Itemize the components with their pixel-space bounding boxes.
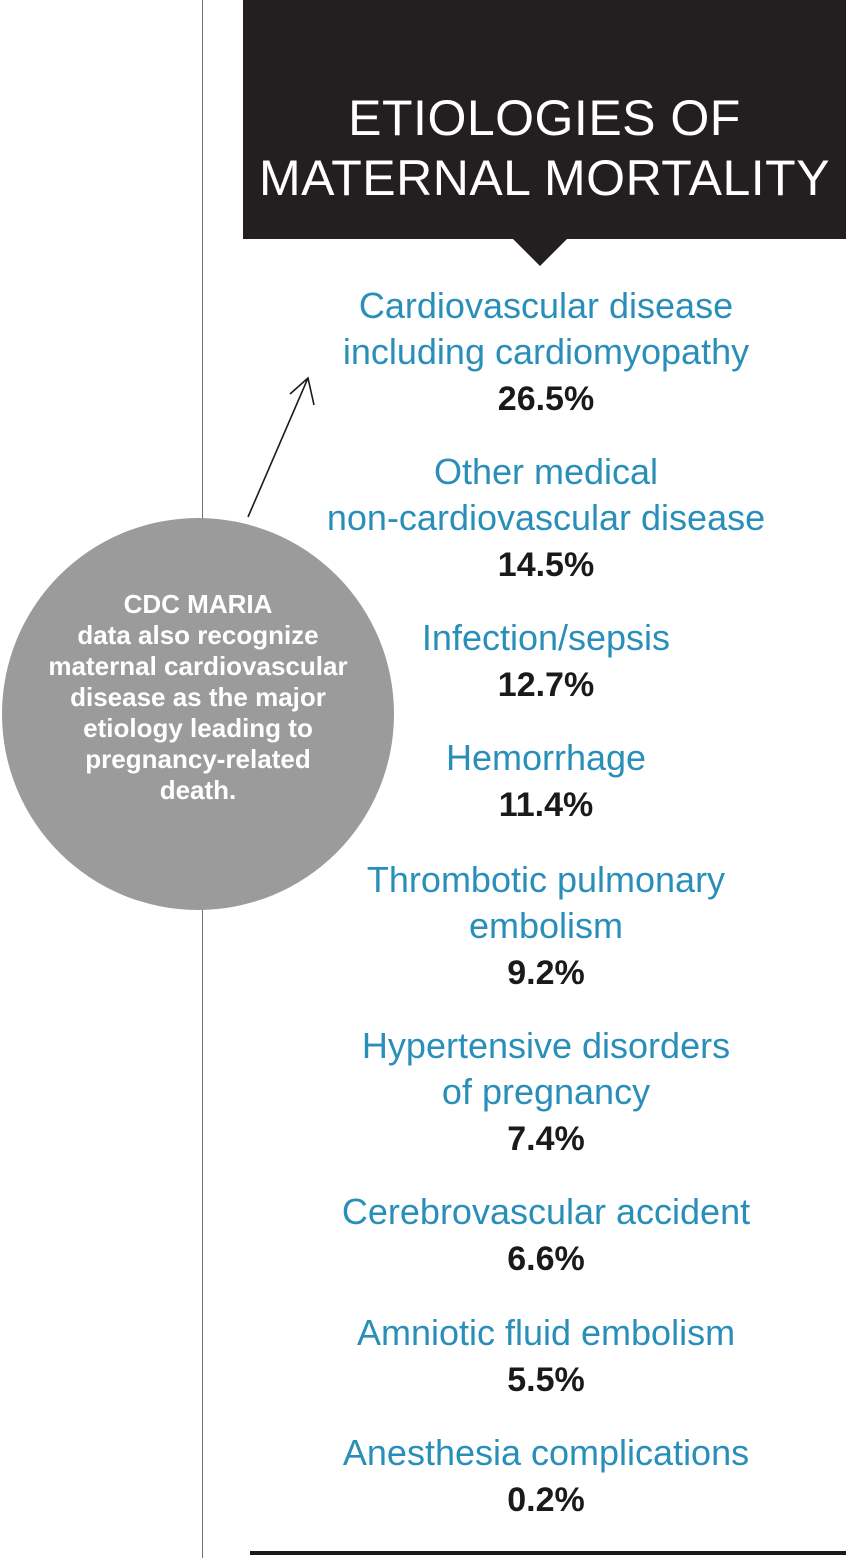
etiology-label-line: Cardiovascular disease bbox=[358, 285, 734, 326]
etiology-label-line: including cardiomyopathy bbox=[342, 331, 750, 372]
etiology-label-line: Thrombotic pulmonary bbox=[366, 859, 726, 900]
title-banner-pointer bbox=[513, 239, 567, 266]
etiology-item-other-medical: Other medical non-cardiovascular disease… bbox=[246, 449, 846, 587]
etiology-label: Hemorrhage bbox=[246, 735, 846, 781]
etiology-percent: 6.6% bbox=[507, 1240, 585, 1278]
etiology-percent: 0.2% bbox=[507, 1481, 585, 1519]
etiology-label: Infection/sepsis bbox=[246, 615, 846, 661]
callout-line: disease as the major bbox=[70, 682, 326, 712]
etiology-percent: 14.5% bbox=[497, 546, 595, 584]
arrow-icon bbox=[247, 376, 315, 518]
callout-line: pregnancy-related bbox=[85, 744, 311, 774]
etiology-item-cardiovascular: Cardiovascular disease including cardiom… bbox=[246, 283, 846, 421]
etiology-item-infection: Infection/sepsis 12.7% bbox=[246, 615, 846, 707]
etiology-label: Anesthesia complications bbox=[246, 1430, 846, 1476]
callout-line: data also recognize bbox=[77, 620, 319, 650]
callout-line: maternal cardiovascular bbox=[48, 651, 348, 681]
etiology-label-line: Cerebrovascular accident bbox=[341, 1191, 751, 1232]
etiology-label: Other medical non-cardiovascular disease bbox=[246, 449, 846, 541]
etiology-label: Cardiovascular disease including cardiom… bbox=[246, 283, 846, 375]
etiology-label-line: of pregnancy bbox=[441, 1071, 651, 1112]
etiology-item-hypertensive: Hypertensive disorders of pregnancy 7.4% bbox=[246, 1023, 846, 1161]
callout-line: etiology leading to bbox=[83, 713, 313, 743]
etiology-label-line: Hypertensive disorders bbox=[361, 1025, 731, 1066]
etiology-percent: 11.4% bbox=[498, 786, 594, 824]
etiology-percent: 7.4% bbox=[507, 1120, 585, 1158]
etiology-item-hemorrhage: Hemorrhage 11.4% bbox=[246, 735, 846, 827]
etiology-label: Cerebrovascular accident bbox=[246, 1189, 846, 1235]
etiology-label-line: Other medical bbox=[433, 451, 659, 492]
title-line-1: ETIOLOGIES OF bbox=[348, 90, 741, 146]
page-title: ETIOLOGIES OF MATERNAL MORTALITY bbox=[243, 88, 846, 208]
etiology-item-thrombotic: Thrombotic pulmonary embolism 9.2% bbox=[246, 857, 846, 995]
callout-circle bbox=[2, 518, 394, 910]
etiology-item-anesthesia: Anesthesia complications 0.2% bbox=[246, 1430, 846, 1522]
etiology-label: Amniotic fluid embolism bbox=[246, 1310, 846, 1356]
callout-text: CDC MARIA data also recognize maternal c… bbox=[2, 589, 394, 806]
etiology-percent: 5.5% bbox=[507, 1361, 585, 1399]
etiology-label-line: Hemorrhage bbox=[445, 737, 647, 778]
etiology-item-cerebrovascular: Cerebrovascular accident 6.6% bbox=[246, 1189, 846, 1281]
etiology-percent: 9.2% bbox=[507, 954, 585, 992]
etiology-label: Hypertensive disorders of pregnancy bbox=[246, 1023, 846, 1115]
etiology-label: Thrombotic pulmonary embolism bbox=[246, 857, 846, 949]
title-line-2: MATERNAL MORTALITY bbox=[258, 150, 831, 206]
etiology-label-line: Anesthesia complications bbox=[342, 1432, 750, 1473]
callout-line: death. bbox=[159, 775, 237, 805]
etiology-percent: 12.7% bbox=[497, 666, 595, 704]
title-banner bbox=[243, 0, 846, 239]
etiology-label-line: Amniotic fluid embolism bbox=[356, 1312, 736, 1353]
etiology-label-line: embolism bbox=[468, 905, 624, 946]
etiology-percent: 26.5% bbox=[497, 380, 595, 418]
callout-line: CDC MARIA bbox=[123, 589, 273, 619]
etiology-label-line: non-cardiovascular disease bbox=[326, 497, 766, 538]
etiology-item-amniotic: Amniotic fluid embolism 5.5% bbox=[246, 1310, 846, 1402]
bottom-rule bbox=[250, 1551, 846, 1555]
etiology-label-line: Infection/sepsis bbox=[421, 617, 671, 658]
